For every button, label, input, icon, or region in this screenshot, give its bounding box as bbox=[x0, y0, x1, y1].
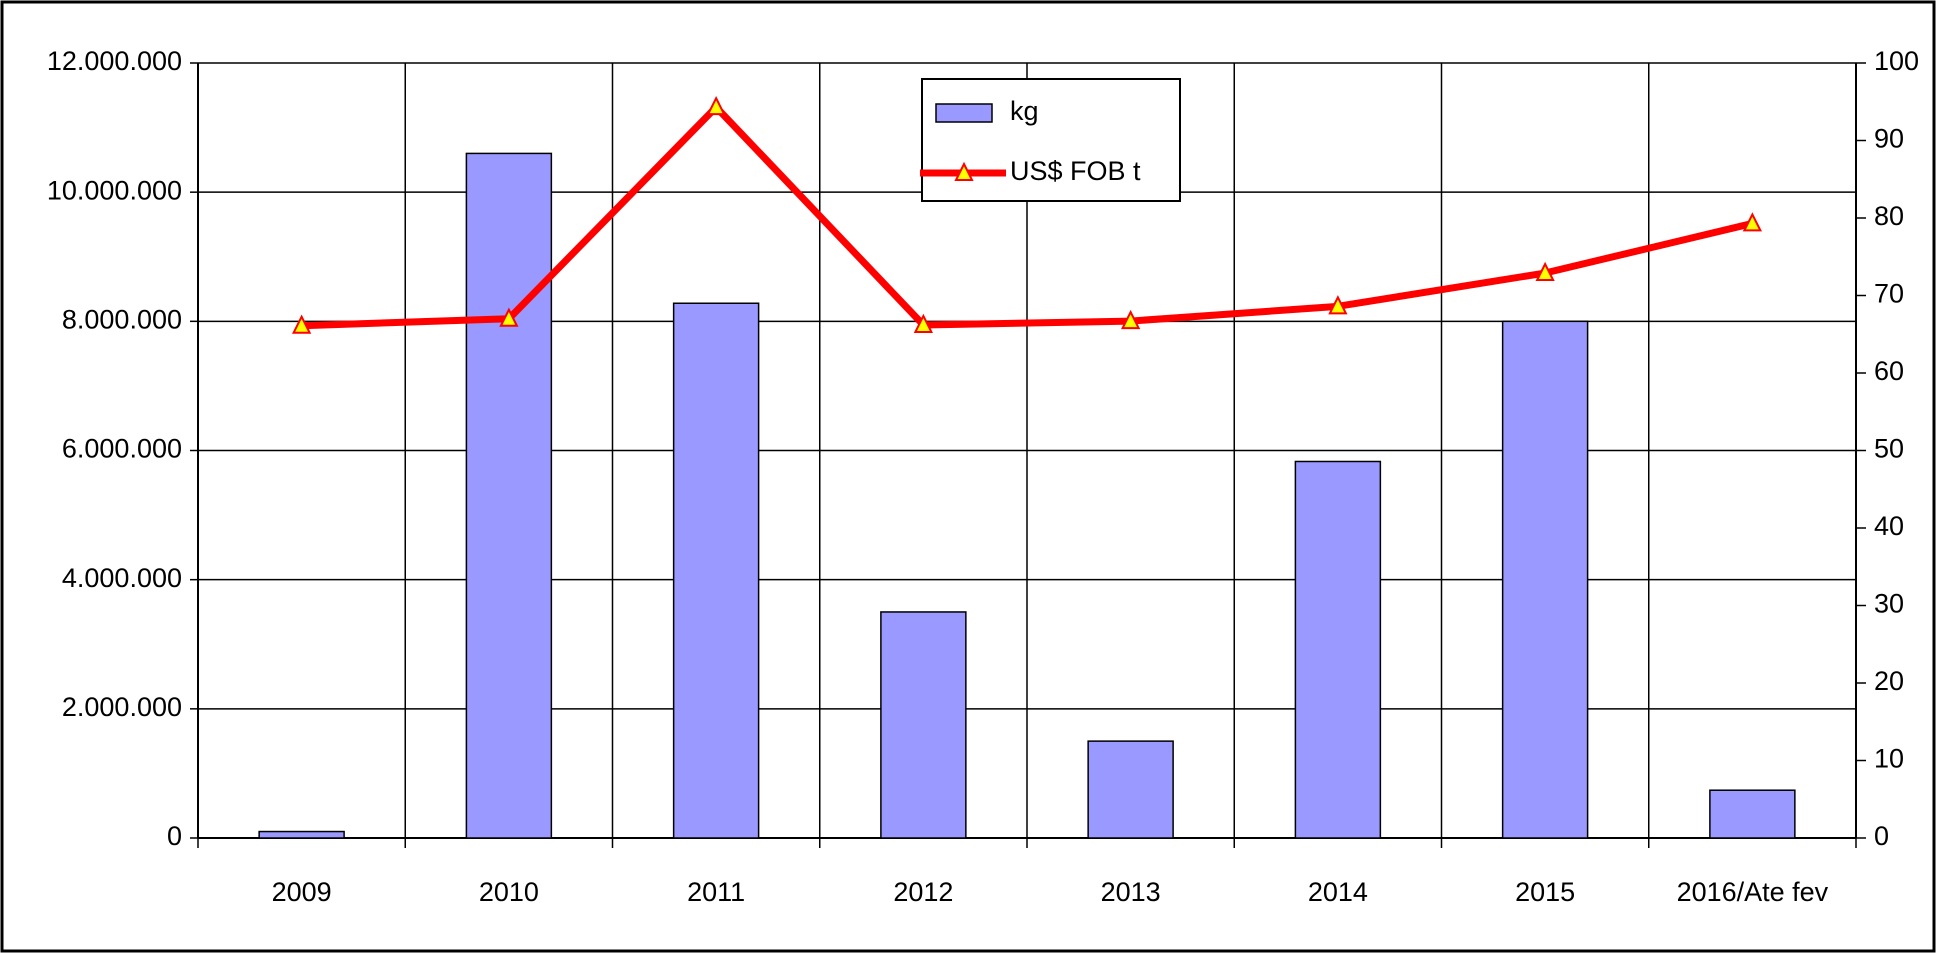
y2-tick-label: 100 bbox=[1874, 46, 1919, 76]
y-tick-label: 6.000.000 bbox=[62, 434, 182, 464]
bar bbox=[1294, 460, 1382, 839]
y-tick-label: 0 bbox=[167, 821, 182, 851]
bar bbox=[672, 302, 760, 839]
y2-tick-label: 30 bbox=[1874, 589, 1904, 619]
y2-tick-label: 50 bbox=[1874, 434, 1904, 464]
x-tick-label: 2010 bbox=[479, 877, 539, 907]
line-marker bbox=[1121, 309, 1141, 330]
line-marker bbox=[1742, 212, 1762, 232]
legend-swatch bbox=[935, 103, 993, 123]
legend-label: US$ FOB t bbox=[1010, 156, 1141, 186]
x-tick-label: 2012 bbox=[893, 877, 953, 907]
y2-tick-label: 70 bbox=[1874, 279, 1904, 309]
line-marker bbox=[1535, 261, 1555, 282]
y-tick-label: 2.000.000 bbox=[62, 692, 182, 722]
y2-tick-label: 10 bbox=[1874, 744, 1904, 774]
bar bbox=[880, 611, 967, 839]
y2-tick-label: 60 bbox=[1874, 356, 1904, 386]
line-marker bbox=[499, 307, 519, 327]
line-marker bbox=[706, 95, 726, 116]
y2-tick-label: 20 bbox=[1874, 666, 1904, 696]
line-marker bbox=[292, 314, 312, 334]
line bbox=[301, 103, 1754, 330]
legend-marker bbox=[954, 161, 974, 181]
y2-tick-label: 90 bbox=[1874, 124, 1904, 154]
y-tick-label: 4.000.000 bbox=[62, 563, 182, 593]
line-marker bbox=[913, 313, 933, 333]
bar bbox=[1501, 320, 1589, 839]
bar bbox=[465, 152, 553, 839]
bar bbox=[1709, 789, 1796, 839]
x-tick-label: 2014 bbox=[1308, 877, 1368, 907]
x-tick-label: 2009 bbox=[272, 877, 332, 907]
y-tick-label: 12.000.000 bbox=[47, 46, 182, 76]
line-marker bbox=[1328, 295, 1348, 315]
bar bbox=[258, 830, 345, 839]
bar bbox=[1087, 740, 1174, 839]
y2-tick-label: 40 bbox=[1874, 511, 1904, 541]
x-tick-label: 2013 bbox=[1101, 877, 1161, 907]
legend-label: kg bbox=[1010, 96, 1039, 126]
x-tick-label: 2016/Ate fev bbox=[1677, 877, 1829, 907]
x-tick-label: 2015 bbox=[1515, 877, 1575, 907]
y-tick-label: 10.000.000 bbox=[47, 175, 182, 205]
y-tick-label: 8.000.000 bbox=[62, 304, 182, 334]
x-tick-label: 2011 bbox=[687, 877, 745, 907]
y2-tick-label: 0 bbox=[1874, 821, 1889, 851]
y2-tick-label: 80 bbox=[1874, 201, 1904, 231]
